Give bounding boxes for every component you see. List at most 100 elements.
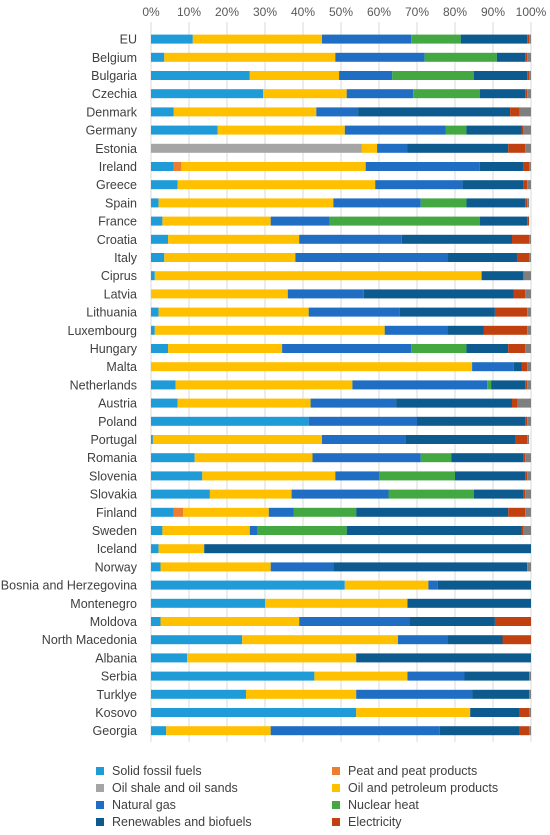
bar-segment	[508, 344, 526, 353]
category-label: North Macedonia	[42, 633, 137, 647]
bar-segment	[151, 325, 155, 335]
bar-segment	[339, 71, 393, 80]
bar-segment	[204, 544, 531, 554]
bar-segment	[295, 253, 448, 262]
category-label: Czechia	[92, 87, 137, 101]
bar-segment	[151, 380, 176, 390]
bar-segment	[462, 180, 524, 190]
category-label: France	[98, 215, 137, 229]
bar-segment	[151, 180, 178, 190]
category-label: Slovakia	[90, 488, 137, 502]
legend-item: Nuclear heat	[332, 798, 536, 812]
bar-segment	[399, 307, 495, 317]
category-label: Latvia	[104, 287, 137, 301]
bar-segment	[466, 198, 526, 208]
bar-segment	[392, 71, 474, 80]
x-tick-label: 0%	[142, 5, 160, 19]
bar-segment	[217, 125, 345, 135]
bar-segment	[168, 344, 283, 353]
x-tick-label: 40%	[291, 5, 315, 19]
bar-segment	[455, 471, 526, 481]
bar-segment	[270, 726, 440, 736]
bar-segment	[512, 398, 518, 408]
legend-item: Oil shale and oil sands	[96, 781, 332, 795]
bar-segment	[529, 71, 531, 80]
bar-segment	[512, 234, 530, 244]
bar-segment	[529, 253, 531, 262]
bar-segment	[310, 398, 397, 408]
category-label: Malta	[106, 360, 137, 374]
bar-segment	[407, 671, 465, 681]
bar-segment	[291, 489, 389, 499]
legend-swatch	[96, 818, 104, 826]
bar-segment	[464, 671, 530, 681]
bar-segment	[151, 234, 169, 244]
bar-segment	[166, 726, 271, 736]
bar-segment	[151, 307, 159, 317]
bar-segment	[151, 216, 163, 226]
bar-segment	[151, 598, 265, 608]
bar-segment	[525, 143, 531, 153]
bar-segment	[316, 107, 359, 117]
bar-segment	[510, 107, 520, 117]
bar-segment	[151, 453, 195, 463]
bar-segment	[158, 307, 309, 317]
bar-segment	[361, 143, 378, 153]
bar-segment	[356, 689, 473, 699]
legend-label: Renewables and biofuels	[112, 815, 252, 829]
bar-segment	[308, 416, 417, 426]
bar-segment	[377, 143, 408, 153]
bar-segment	[491, 380, 526, 390]
bar-segment	[365, 162, 480, 171]
bar-segment	[523, 271, 531, 281]
bar-segment	[151, 125, 218, 135]
bar-segment	[527, 435, 530, 444]
legend-swatch	[332, 801, 340, 809]
bar-segment	[437, 580, 531, 590]
bar-segment	[329, 216, 480, 226]
category-label: Denmark	[86, 105, 137, 119]
bar-segment	[521, 362, 528, 372]
bar-segment	[335, 52, 425, 62]
bar-segment	[525, 344, 531, 353]
bar-segment	[181, 162, 366, 171]
bar-segment	[407, 143, 509, 153]
bar-segment	[151, 289, 288, 299]
bar-segment	[152, 435, 322, 444]
bar-segment	[322, 435, 406, 444]
category-label: Italy	[114, 251, 138, 265]
legend-item: Electricity	[332, 815, 536, 829]
category-label: Portugal	[90, 433, 137, 447]
bar-segment	[525, 52, 528, 62]
bar-segment	[420, 198, 467, 208]
bar-segment	[396, 398, 512, 408]
bar-segment	[527, 471, 531, 481]
bar-segment	[151, 489, 210, 499]
bar-segment	[293, 507, 357, 517]
bar-segment	[483, 325, 528, 335]
bar-segment	[527, 307, 531, 317]
bar-segment	[487, 380, 492, 390]
bar-segment	[521, 125, 524, 135]
bar-segment	[356, 653, 531, 663]
bar-segment	[525, 453, 531, 463]
bar-segment	[496, 52, 526, 62]
bar-segment	[158, 544, 205, 554]
bar-segment	[352, 380, 488, 390]
bar-segment	[447, 325, 484, 335]
bar-segment	[249, 71, 340, 80]
bar-segment	[515, 435, 528, 444]
bar-segment	[508, 143, 526, 153]
bar-segment	[192, 34, 322, 44]
bar-segment	[502, 635, 531, 645]
bar-segment	[151, 34, 193, 44]
bar-segment	[151, 635, 243, 645]
bar-segment	[519, 708, 530, 717]
bar-segment	[401, 234, 512, 244]
legend-item: Peat and peat products	[332, 764, 536, 778]
bar-segment	[151, 708, 357, 717]
bar-segment	[527, 416, 531, 426]
bar-segment	[175, 380, 353, 390]
bar-segment	[344, 580, 429, 590]
x-tick-label: 70%	[405, 5, 429, 19]
